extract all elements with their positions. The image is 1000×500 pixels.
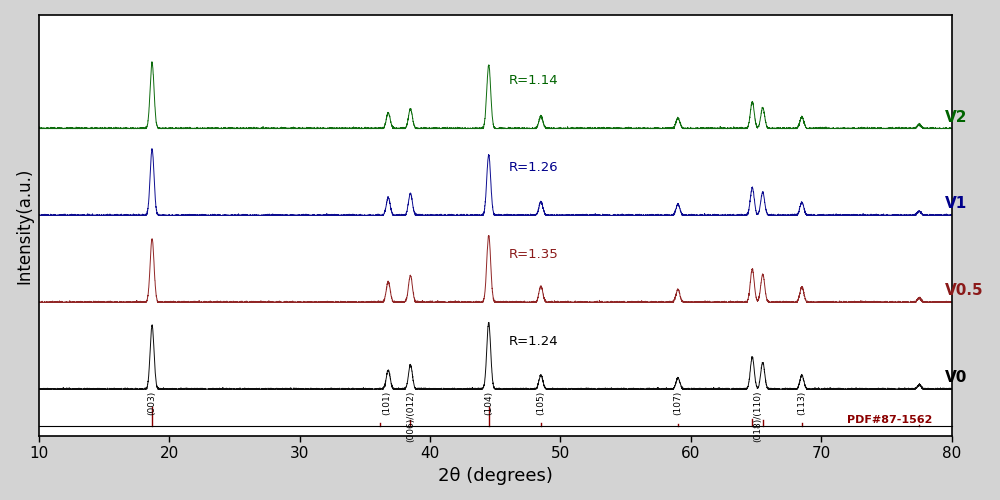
Text: R=1.35: R=1.35 xyxy=(508,248,558,261)
Text: (006)/(012): (006)/(012) xyxy=(406,390,415,442)
Text: (101): (101) xyxy=(382,390,391,415)
Text: R=1.26: R=1.26 xyxy=(508,161,558,174)
Text: (107): (107) xyxy=(673,390,682,415)
Text: (113): (113) xyxy=(797,390,806,415)
Text: (104): (104) xyxy=(484,390,493,414)
Text: V0.5: V0.5 xyxy=(945,284,984,298)
Text: (105): (105) xyxy=(536,390,545,415)
Text: PDF#87-1562: PDF#87-1562 xyxy=(847,414,932,424)
Text: (018)/(110): (018)/(110) xyxy=(753,390,762,442)
Text: (003): (003) xyxy=(148,390,157,415)
Text: V1: V1 xyxy=(945,196,968,212)
Y-axis label: Intensity(a.u.): Intensity(a.u.) xyxy=(15,168,33,283)
X-axis label: 2θ (degrees): 2θ (degrees) xyxy=(438,467,553,485)
Text: V2: V2 xyxy=(945,110,968,124)
Text: R=1.24: R=1.24 xyxy=(508,335,558,348)
Text: R=1.14: R=1.14 xyxy=(508,74,558,87)
Text: V0: V0 xyxy=(945,370,968,385)
